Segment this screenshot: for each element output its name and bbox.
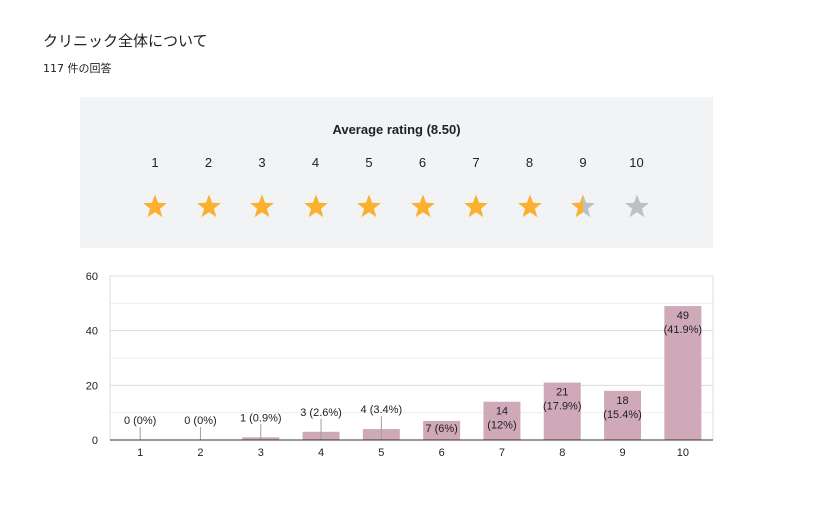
star-number-label: 2	[204, 155, 213, 170]
star-item: 7	[456, 155, 496, 219]
y-tick-label: 20	[86, 380, 98, 392]
x-tick-label: 3	[258, 447, 264, 459]
star-number-label: 9	[579, 155, 587, 170]
data-label: 0 (0%)	[124, 415, 156, 427]
star-item: 3	[242, 155, 282, 219]
star-item: 1	[135, 155, 175, 219]
data-label: 1 (0.9%)	[240, 412, 282, 424]
x-tick-label: 10	[677, 447, 689, 459]
star-item: 2	[189, 155, 229, 219]
star-number-label: 8	[525, 155, 534, 170]
star-icon	[143, 194, 167, 218]
y-tick-label: 0	[92, 435, 98, 447]
star-icon	[357, 194, 381, 218]
star-item: 4	[296, 155, 336, 219]
y-tick-label: 40	[86, 326, 98, 338]
bar	[423, 420, 461, 440]
data-label: 18	[616, 395, 628, 407]
x-tick-label: 4	[318, 447, 324, 459]
data-label: (41.9%)	[664, 324, 703, 336]
star-item: 9	[563, 155, 603, 219]
star-icon	[196, 194, 221, 218]
data-label: (17.9%)	[543, 401, 582, 413]
response-count: 117 件の回答	[43, 62, 112, 75]
star-icon	[464, 194, 488, 218]
bar	[483, 401, 521, 440]
question-title: クリニック全体について	[43, 32, 208, 50]
star-item: 8	[510, 155, 550, 219]
star-icon	[624, 194, 649, 218]
rating-panel: Average rating (8.50) 1 2 3 4 5 6 7 8 9 10	[80, 97, 713, 248]
data-label: 49	[677, 310, 689, 322]
star-icon	[517, 194, 542, 218]
bar	[543, 382, 581, 440]
data-label: 14	[496, 406, 508, 418]
average-rating-label: Average rating (8.50)	[332, 122, 461, 137]
star-item: 5	[349, 155, 389, 219]
data-label: 21	[556, 387, 568, 399]
star-number-label: 7	[472, 155, 480, 170]
data-label: 3 (2.6%)	[300, 407, 342, 419]
star-number-label: 5	[365, 155, 373, 170]
x-tick-label: 5	[378, 447, 384, 459]
y-tick-label: 60	[86, 271, 98, 283]
star-item: 6	[403, 155, 443, 219]
data-label: (15.4%)	[603, 409, 642, 421]
star-number-label: 3	[258, 155, 266, 170]
bar	[604, 390, 642, 440]
x-tick-label: 7	[499, 447, 505, 459]
star-icon	[250, 194, 274, 218]
data-label: 4 (3.4%)	[361, 404, 403, 416]
x-tick-label: 2	[197, 447, 203, 459]
star-number-label: 6	[418, 155, 427, 170]
x-tick-label: 1	[137, 447, 143, 459]
bar	[664, 306, 702, 440]
x-tick-label: 8	[559, 447, 565, 459]
data-label: 0 (0%)	[184, 415, 216, 427]
star-icon	[410, 194, 435, 218]
star-icon	[571, 194, 595, 218]
star-number-label: 1	[151, 155, 159, 170]
star-icon	[303, 194, 328, 218]
x-tick-label: 9	[619, 447, 625, 459]
star-item: 10	[617, 155, 657, 219]
data-label: (12%)	[487, 420, 516, 432]
star-number-label: 10	[629, 155, 644, 170]
data-label: 7 (6%)	[425, 423, 457, 435]
x-tick-label: 6	[439, 447, 445, 459]
star-number-label: 4	[311, 155, 320, 170]
